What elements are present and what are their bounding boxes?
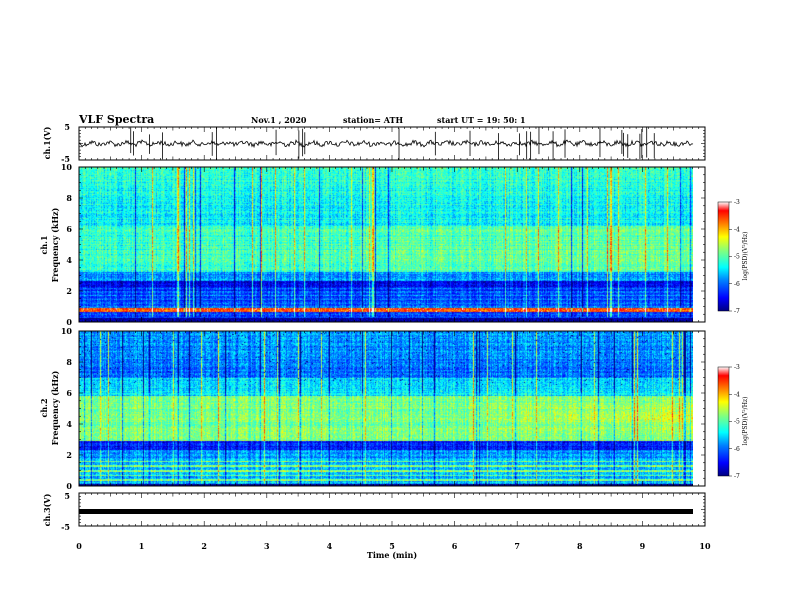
time-tick-label: 5 [389, 541, 395, 551]
time-axis-label: Time (min) [367, 550, 417, 560]
ch1-colorbar-ticks: -3 -4 -5 -6 -7 [729, 199, 740, 315]
frequency-tick-label: 2 [66, 450, 72, 460]
ch3-ytick-top: 5 [64, 491, 70, 501]
time-axis-ticks [78, 126, 706, 527]
ch1-spectrogram-ylabel: Frequency (kHz) [50, 207, 60, 282]
ch2-spectrogram-ylabel-channel: ch.2 [39, 398, 49, 417]
time-tick-label: 6 [452, 541, 458, 551]
frequency-tick-label: 2 [66, 286, 72, 296]
time-tick-label: 10 [699, 541, 711, 551]
colorbar-tick-label: -4 [734, 391, 740, 398]
colorbar-tick-label: -7 [734, 308, 740, 315]
frequency-tick-label: 8 [66, 193, 72, 203]
ch1-waveform-spikes [130, 127, 655, 160]
colorbar-tick-label: -6 [734, 281, 740, 288]
colorbar-tick-label: -4 [734, 226, 740, 233]
frequency-tick-label: 0 [66, 317, 72, 327]
figure-title: VLF Spectra [78, 113, 154, 126]
frequency-tick-label: 6 [66, 224, 72, 234]
frequency-tick-label: 10 [61, 326, 73, 336]
date-label: Nov.1 , 2020 [251, 115, 307, 125]
start-time-label: start UT = 19: 50: 1 [437, 115, 526, 125]
time-tick-label: 3 [264, 541, 270, 551]
time-tick-label: 9 [640, 541, 646, 551]
time-tick-label: 4 [327, 541, 333, 551]
ch1-colorbar-label: log(PSD)(V²/Hz) [742, 232, 749, 281]
ch2-spectrogram-yticks: 0 2 4 6 8 10 [61, 326, 705, 491]
ch3-ytick-bottom: -5 [61, 522, 70, 532]
ch1-waveform-panel: 5 -5 ch.1(V) [42, 122, 706, 164]
colorbar-tick-label: -7 [734, 473, 740, 480]
time-tick-label: 1 [139, 541, 145, 551]
ch3-waveform-trace [79, 509, 693, 514]
frequency-tick-label: 0 [66, 481, 72, 491]
frequency-tick-label: 4 [66, 419, 72, 429]
colorbar-tick-label: -3 [734, 364, 740, 371]
colorbar-tick-label: -6 [734, 446, 740, 453]
time-tick-label: 2 [201, 541, 207, 551]
ch1-ytick-top: 5 [64, 122, 70, 132]
ch2-colorbar-label: log(PSD)(V²/Hz) [742, 397, 749, 446]
time-tick-label: 0 [76, 541, 82, 551]
ch1-spectrogram-image [79, 167, 693, 322]
time-tick-label: 7 [514, 541, 520, 551]
frequency-tick-label: 10 [61, 162, 73, 172]
frequency-tick-label: 8 [66, 357, 72, 367]
ch2-spectrogram-ylabel: Frequency (kHz) [50, 370, 60, 445]
ch2-colorbar-ticks: -3 -4 -5 -6 -7 [729, 364, 740, 480]
time-axis-tick-labels: 0 1 2 3 4 5 6 7 8 9 10 [76, 541, 711, 551]
ch1-ytick-bottom: -5 [61, 154, 70, 164]
ch1-spectrogram-ylabel-channel: ch.1 [39, 235, 49, 254]
ch2-spectrogram-image [79, 331, 693, 486]
ch1-waveform-trace [78, 139, 694, 149]
time-tick-label: 8 [577, 541, 583, 551]
colorbar-tick-label: -5 [734, 419, 740, 426]
ch1-spectrogram-yticks: 0 2 4 6 8 10 [61, 162, 705, 327]
station-label: station= ATH [343, 115, 403, 125]
colorbar-tick-label: -5 [734, 254, 740, 261]
ch2-colorbar [717, 366, 730, 477]
frequency-tick-label: 6 [66, 388, 72, 398]
ch1-colorbar [717, 201, 730, 312]
ch3-waveform-ylabel: ch.3(V) [42, 493, 52, 526]
ch1-waveform-ylabel: ch.1(V) [42, 126, 52, 159]
colorbar-tick-label: -3 [734, 199, 740, 206]
frequency-tick-label: 4 [66, 255, 72, 265]
